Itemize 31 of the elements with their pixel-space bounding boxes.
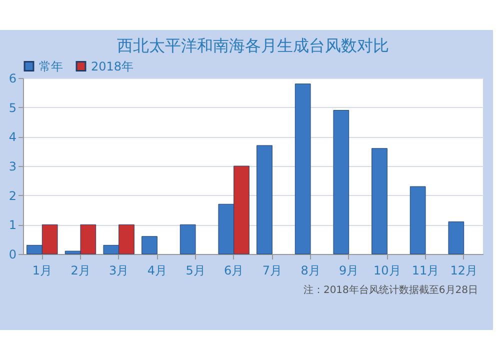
bar [180, 224, 196, 254]
legend-label: 2018年 [91, 59, 134, 74]
x-tick-label: 10月 [374, 264, 401, 278]
x-tick-label: 5月 [186, 264, 206, 278]
y-tick-label: 0 [8, 248, 16, 262]
y-tick-label: 1 [8, 218, 16, 232]
bar [256, 145, 272, 254]
bar [142, 236, 158, 254]
y-tick-label: 6 [8, 72, 16, 86]
x-tick-label: 2月 [70, 264, 90, 278]
y-tick-label: 3 [8, 160, 16, 174]
bar [294, 84, 311, 254]
x-tick-label: 3月 [109, 264, 129, 278]
chart-title: 西北太平洋和南海各月生成台风数对比 [117, 36, 389, 55]
x-tick-label: 6月 [224, 264, 244, 278]
bar [410, 186, 426, 254]
x-tick-label: 9月 [339, 264, 359, 278]
x-tick-label: 8月 [300, 264, 320, 278]
legend-label: 常年 [39, 59, 63, 74]
bar [448, 221, 464, 254]
y-tick-label: 4 [8, 130, 16, 144]
y-tick-label: 5 [8, 100, 16, 115]
text: 注：2018年台风统计数据截至6月28日 [303, 284, 478, 296]
x-tick-label: 12月 [450, 264, 478, 278]
x-tick-label: 4月 [147, 264, 167, 278]
bar [372, 148, 388, 254]
x-tick-label: 1月 [32, 264, 52, 278]
bar [333, 110, 350, 254]
x-tick-label: 11月 [412, 264, 440, 278]
x-tick-label: 7月 [262, 264, 282, 278]
y-tick-label: 2 [8, 188, 16, 203]
